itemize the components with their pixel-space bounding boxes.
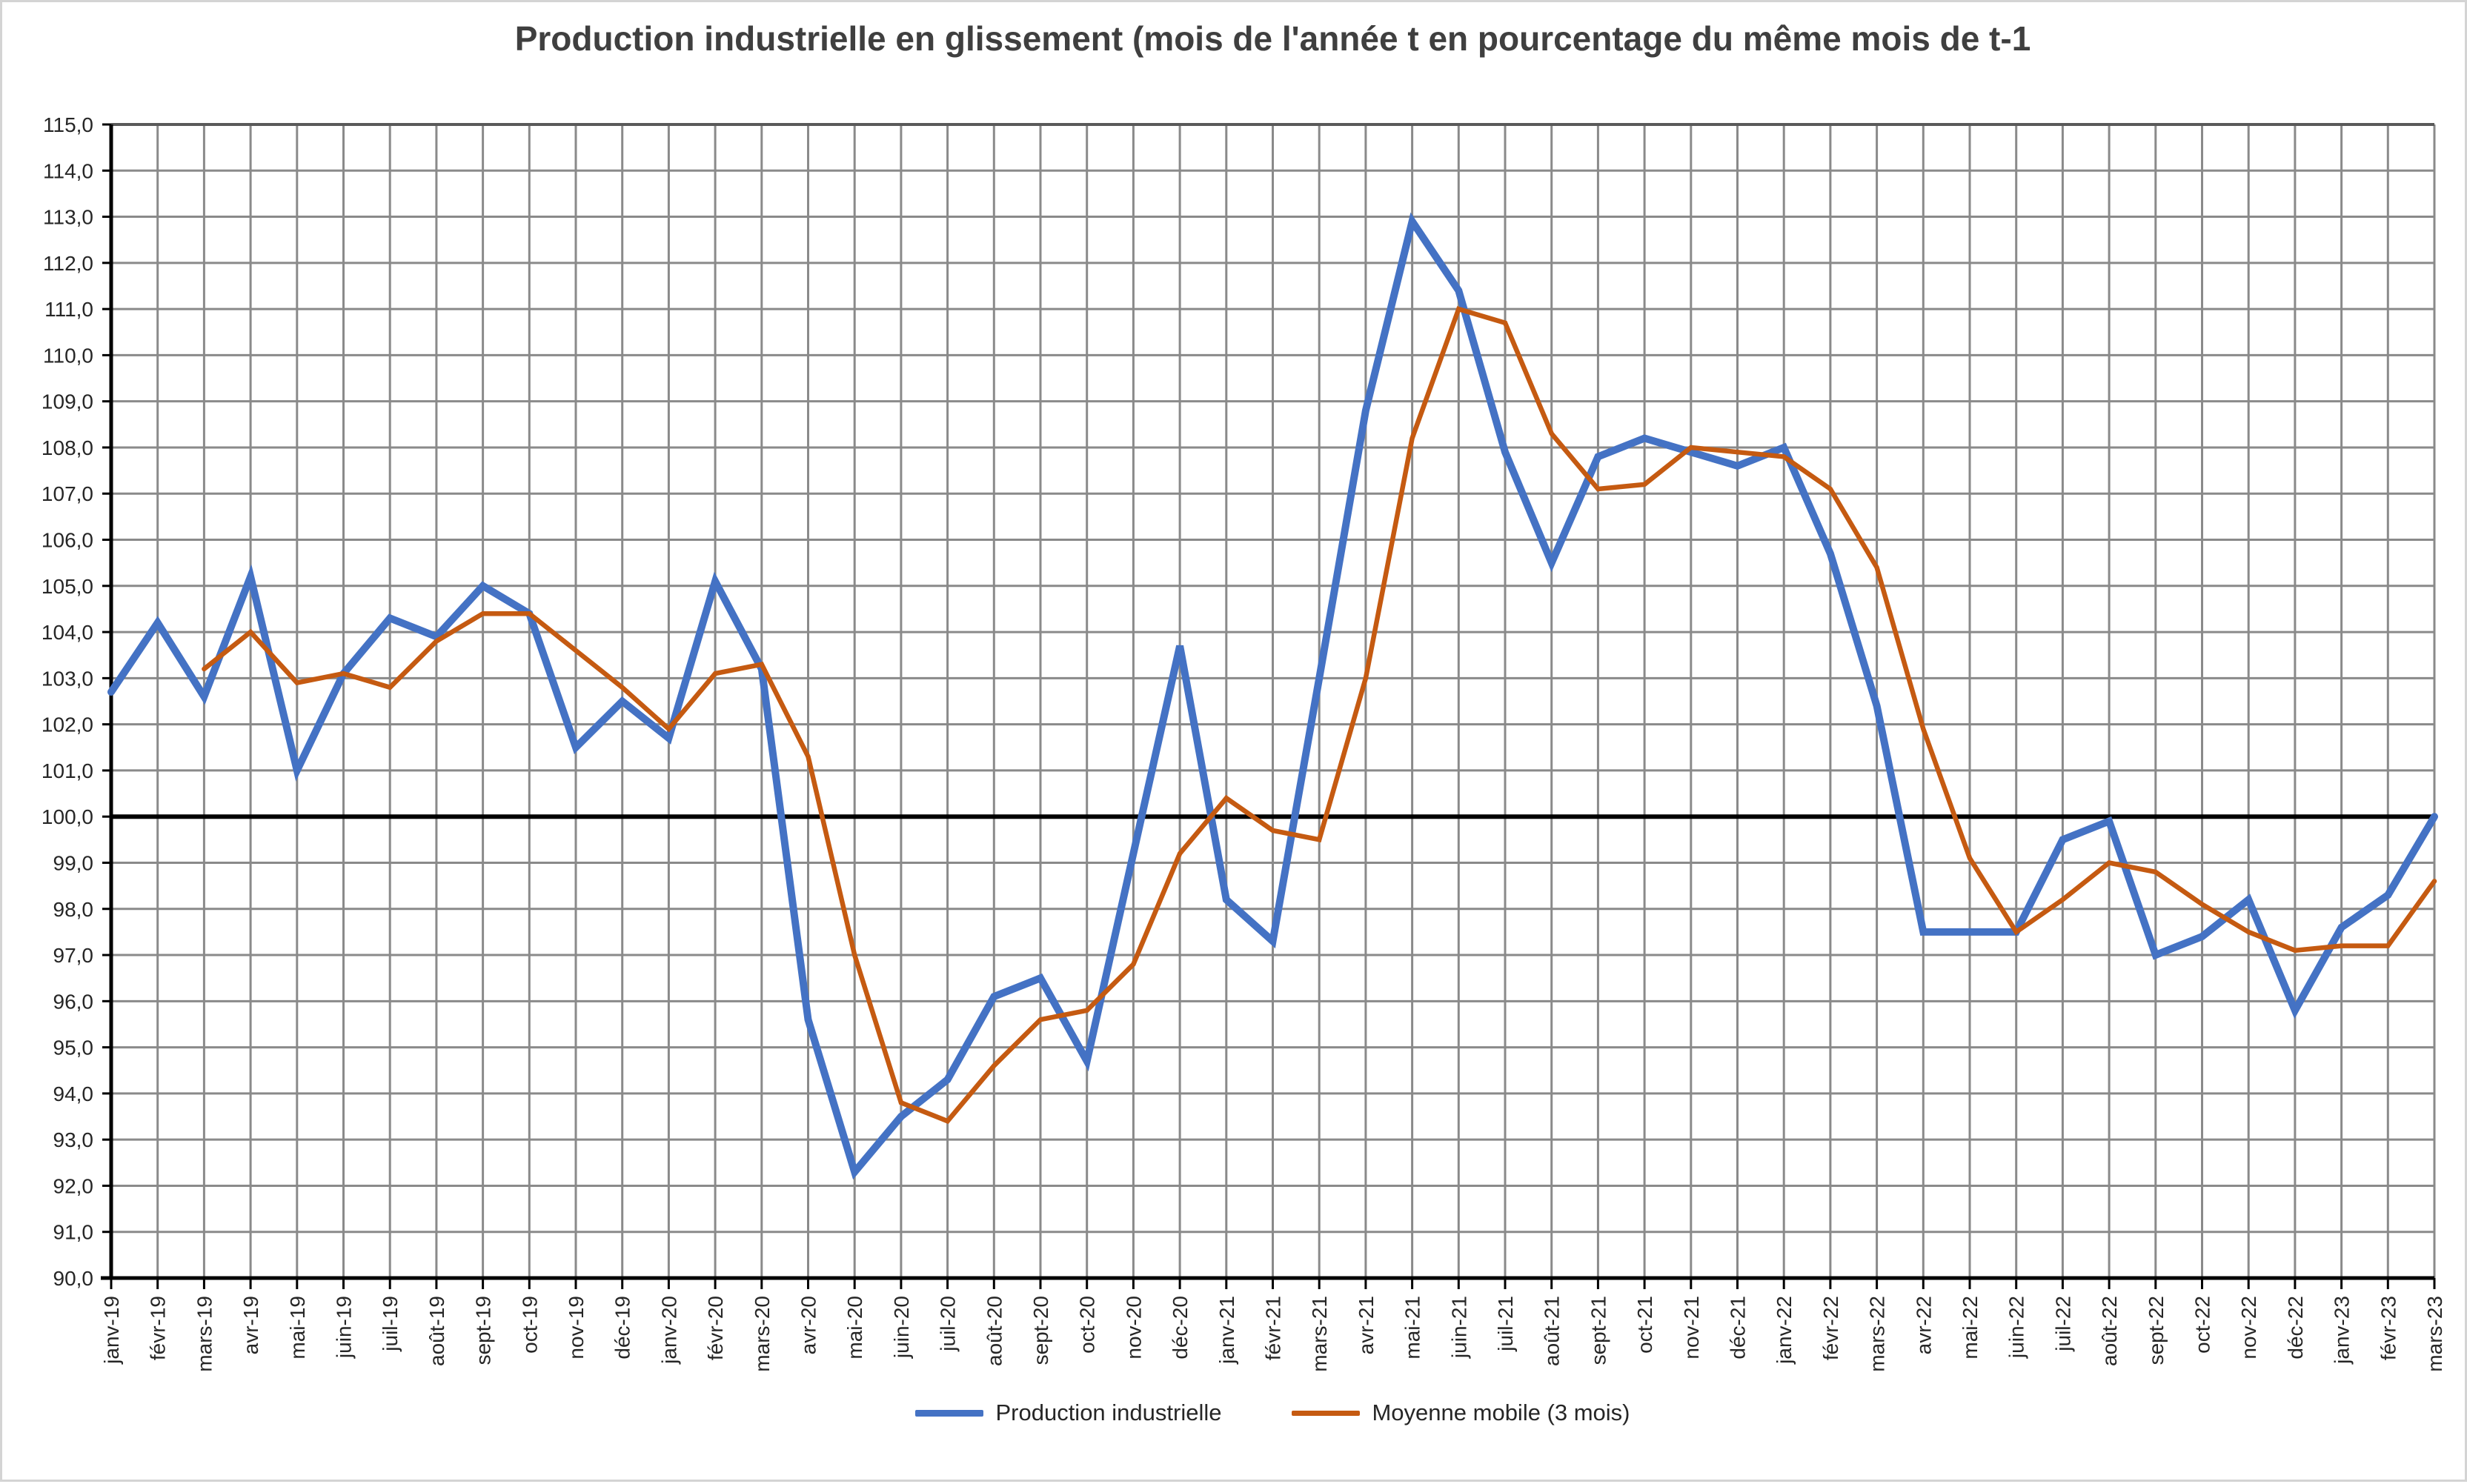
x-tick-label: oct-21 xyxy=(1633,1296,1656,1354)
x-tick-label: janv-21 xyxy=(1215,1296,1238,1365)
x-tick-label: févr-22 xyxy=(1819,1296,1842,1360)
y-tick-label: 96,0 xyxy=(53,990,94,1013)
y-tick-label: 98,0 xyxy=(53,898,94,921)
x-tick-label: mai-22 xyxy=(1959,1296,1982,1360)
series-line-0 xyxy=(107,212,2438,1180)
x-tick-label: oct-22 xyxy=(2191,1296,2214,1354)
y-tick-label: 109,0 xyxy=(41,390,93,413)
y-tick-label: 92,0 xyxy=(53,1174,94,1197)
y-tick-label: 97,0 xyxy=(53,944,94,967)
x-tick-label: sept-22 xyxy=(2145,1296,2168,1365)
x-tick-label: févr-21 xyxy=(1262,1296,1285,1360)
x-tick-label: avr-20 xyxy=(797,1296,820,1354)
series-line-1 xyxy=(202,306,2437,1125)
y-tick-label: 91,0 xyxy=(53,1221,94,1244)
y-tick-label: 112,0 xyxy=(43,252,93,275)
x-tick-label: août-19 xyxy=(425,1296,448,1366)
y-tick-label: 104,0 xyxy=(41,621,93,644)
legend-item-moyenne: Moyenne mobile (3 mois) xyxy=(1292,1400,1630,1426)
x-tick-label: juin-21 xyxy=(1447,1296,1470,1359)
y-tick-label: 100,0 xyxy=(41,805,93,828)
x-tick-label: mars-22 xyxy=(1866,1296,1889,1372)
production-series-swatch-icon xyxy=(915,1409,984,1417)
x-tick-label: févr-20 xyxy=(704,1296,727,1360)
y-tick-label: 113,0 xyxy=(43,206,93,229)
legend-label-production: Production industrielle xyxy=(995,1400,1222,1425)
x-tick-label: nov-20 xyxy=(1122,1296,1145,1360)
chart-legend: Production industrielle Moyenne mobile (… xyxy=(111,1400,2434,1426)
x-tick-label: nov-19 xyxy=(565,1296,588,1360)
y-tick-label: 101,0 xyxy=(41,759,93,782)
y-tick-label: 115,0 xyxy=(43,113,93,136)
x-tick-label: juin-19 xyxy=(333,1296,356,1359)
y-tick-label: 105,0 xyxy=(41,575,93,598)
x-tick-label: avr-22 xyxy=(1912,1296,1935,1354)
x-tick-label: déc-21 xyxy=(1727,1296,1750,1360)
y-tick-label: 107,0 xyxy=(41,482,93,505)
x-tick-label: mars-19 xyxy=(193,1296,216,1372)
x-tick-label: juin-20 xyxy=(890,1296,913,1359)
legend-item-production: Production industrielle xyxy=(915,1400,1221,1426)
y-tick-label: 111,0 xyxy=(44,298,93,321)
x-tick-label: nov-21 xyxy=(1680,1296,1703,1360)
x-tick-label: août-21 xyxy=(1541,1296,1564,1366)
x-tick-label: juil-21 xyxy=(1494,1296,1517,1352)
y-tick-label: 99,0 xyxy=(53,851,94,874)
x-tick-label: févr-23 xyxy=(2377,1296,2400,1360)
x-tick-label: janv-23 xyxy=(2331,1296,2354,1365)
x-tick-label: août-20 xyxy=(983,1296,1006,1366)
y-tick-label: 94,0 xyxy=(53,1082,94,1105)
x-tick-label: sept-20 xyxy=(1029,1296,1052,1365)
x-tick-label: janv-19 xyxy=(100,1296,123,1365)
x-tick-label: mars-21 xyxy=(1308,1296,1331,1372)
x-tick-label: mai-21 xyxy=(1401,1296,1424,1360)
x-tick-label: déc-22 xyxy=(2284,1296,2307,1360)
chart-title: Production industrielle en glissement (m… xyxy=(514,19,2031,58)
y-tick-label: 102,0 xyxy=(41,713,93,736)
moyenne-series-swatch-icon xyxy=(1292,1410,1361,1416)
y-tick-label: 90,0 xyxy=(53,1267,94,1290)
x-tick-label: mai-19 xyxy=(286,1296,309,1360)
y-tick-label: 103,0 xyxy=(41,667,93,690)
y-tick-label: 110,0 xyxy=(43,344,93,367)
x-tick-label: juin-22 xyxy=(2005,1296,2028,1359)
x-tick-label: oct-20 xyxy=(1076,1296,1099,1354)
x-tick-label: avr-21 xyxy=(1355,1296,1378,1354)
x-tick-label: août-22 xyxy=(2098,1296,2121,1366)
y-tick-label: 114,0 xyxy=(43,159,93,182)
x-tick-label: mars-23 xyxy=(2423,1296,2446,1372)
x-tick-label: oct-19 xyxy=(518,1296,541,1354)
y-tick-label: 95,0 xyxy=(53,1037,94,1059)
x-tick-label: sept-21 xyxy=(1587,1296,1610,1365)
x-tick-label: sept-19 xyxy=(472,1296,495,1365)
legend-label-moyenne: Moyenne mobile (3 mois) xyxy=(1372,1400,1630,1425)
x-tick-label: déc-19 xyxy=(611,1296,634,1360)
y-tick-label: 106,0 xyxy=(41,529,93,552)
x-tick-label: déc-20 xyxy=(1169,1296,1192,1360)
x-tick-label: juil-19 xyxy=(379,1296,402,1352)
x-tick-label: janv-22 xyxy=(1773,1296,1796,1365)
x-tick-label: janv-20 xyxy=(657,1296,680,1365)
x-tick-label: juil-20 xyxy=(937,1296,960,1352)
x-tick-label: avr-19 xyxy=(239,1296,262,1354)
x-tick-label: mai-20 xyxy=(843,1296,866,1360)
x-tick-label: mars-20 xyxy=(751,1296,774,1372)
y-tick-label: 93,0 xyxy=(53,1128,94,1151)
x-tick-label: juil-22 xyxy=(2051,1296,2074,1352)
x-tick-label: févr-19 xyxy=(147,1296,170,1360)
x-tick-label: nov-22 xyxy=(2237,1296,2260,1360)
y-tick-label: 108,0 xyxy=(41,436,93,459)
